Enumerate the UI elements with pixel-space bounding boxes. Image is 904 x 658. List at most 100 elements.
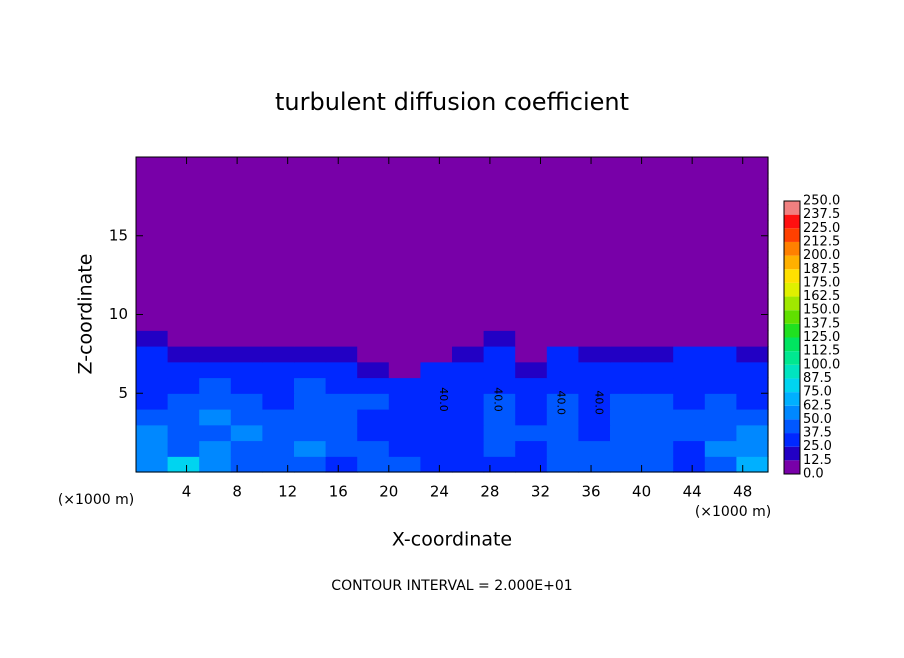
field-cell [452, 409, 485, 426]
field-cell [167, 361, 200, 379]
field-cell [452, 251, 485, 268]
field-cell [515, 188, 548, 205]
field-cell [515, 456, 548, 473]
colorbar-label: 37.5 [803, 426, 832, 441]
field-cell [736, 377, 769, 394]
y-axis-label: Z-coordinate [75, 254, 97, 375]
field-cell [420, 393, 453, 410]
field-cell [736, 409, 769, 426]
field-cell [230, 393, 263, 410]
field-cell [704, 283, 737, 300]
field-cell [420, 409, 453, 426]
field-cell [515, 424, 548, 442]
x-tick-label: 8 [232, 483, 242, 501]
field-cell [546, 346, 579, 363]
field-cell [452, 220, 485, 237]
field-cell [546, 330, 579, 347]
field-cell [641, 220, 674, 237]
field-cell [357, 172, 390, 190]
field-cell [167, 456, 200, 473]
x-tick-label: 48 [733, 483, 752, 501]
field-cell [704, 267, 737, 284]
field-cell [294, 172, 327, 190]
field-cell [325, 456, 358, 473]
colorbar-swatch [784, 241, 800, 256]
colorbar-swatch [784, 392, 800, 406]
field-cell [199, 440, 232, 457]
field-cell [483, 377, 516, 394]
field-cell [736, 298, 769, 316]
field-cell [483, 346, 516, 363]
field-cell [262, 314, 295, 331]
field-cell [230, 377, 263, 394]
field-cell [704, 157, 737, 174]
field-cell [704, 361, 737, 379]
x-tick-label: 24 [430, 483, 449, 501]
field-cell [641, 283, 674, 300]
field-cell [515, 330, 548, 347]
field-cell [136, 188, 169, 205]
field-cell [673, 298, 706, 316]
field-cell [325, 267, 358, 284]
field-cell [420, 377, 453, 394]
field-cell [388, 172, 421, 190]
field-cell [673, 220, 706, 237]
field-cell [704, 298, 737, 316]
field-cell [357, 267, 390, 284]
field-cell [578, 393, 611, 410]
field-cell [641, 235, 674, 253]
field-cell [610, 235, 643, 253]
colorbar-label: 75.0 [803, 385, 832, 400]
field-cell [673, 424, 706, 442]
field-cell [420, 235, 453, 253]
field-cell [483, 456, 516, 473]
field-cell [294, 361, 327, 379]
field-cell [294, 440, 327, 457]
field-cell [294, 346, 327, 363]
field-cell [610, 220, 643, 237]
field-cell [262, 267, 295, 284]
field-cell [546, 157, 579, 174]
y-tick-label: 10 [109, 305, 128, 323]
field-cell [420, 456, 453, 473]
colorbar-swatch [784, 296, 800, 311]
field-cell [199, 235, 232, 253]
field-cell [673, 251, 706, 268]
field-cell [546, 361, 579, 379]
field-cell [736, 361, 769, 379]
colorbar-swatch [784, 255, 800, 270]
field-cell [420, 424, 453, 442]
field-cell [167, 346, 200, 363]
field-cell [294, 251, 327, 268]
field-cell [357, 283, 390, 300]
field-cell [357, 188, 390, 205]
colorbar-label: 225.0 [803, 221, 840, 236]
field-cell [167, 188, 200, 205]
field-cell [167, 283, 200, 300]
field-cell [136, 235, 169, 253]
field-cell [641, 298, 674, 316]
x-tick-label: 28 [480, 483, 499, 501]
field-cell [610, 393, 643, 410]
field-cell [610, 409, 643, 426]
field-cell [357, 377, 390, 394]
colorbar-label: 25.0 [803, 439, 832, 454]
field-cell [294, 283, 327, 300]
field-cell [736, 267, 769, 284]
field-cell [546, 172, 579, 190]
field-cell [546, 440, 579, 457]
field-cell [230, 251, 263, 268]
colorbar-swatch [784, 337, 800, 352]
field-cell [452, 377, 485, 394]
colorbar-swatch [784, 460, 800, 474]
field-cell [578, 172, 611, 190]
colorbar-label: 50.0 [803, 412, 832, 427]
field-cell [325, 346, 358, 363]
field-cell [262, 377, 295, 394]
field-cell [230, 346, 263, 363]
field-cell [199, 330, 232, 347]
field-cell [736, 220, 769, 237]
field-cell [167, 330, 200, 347]
field-cell [136, 330, 169, 347]
field-cell [578, 235, 611, 253]
